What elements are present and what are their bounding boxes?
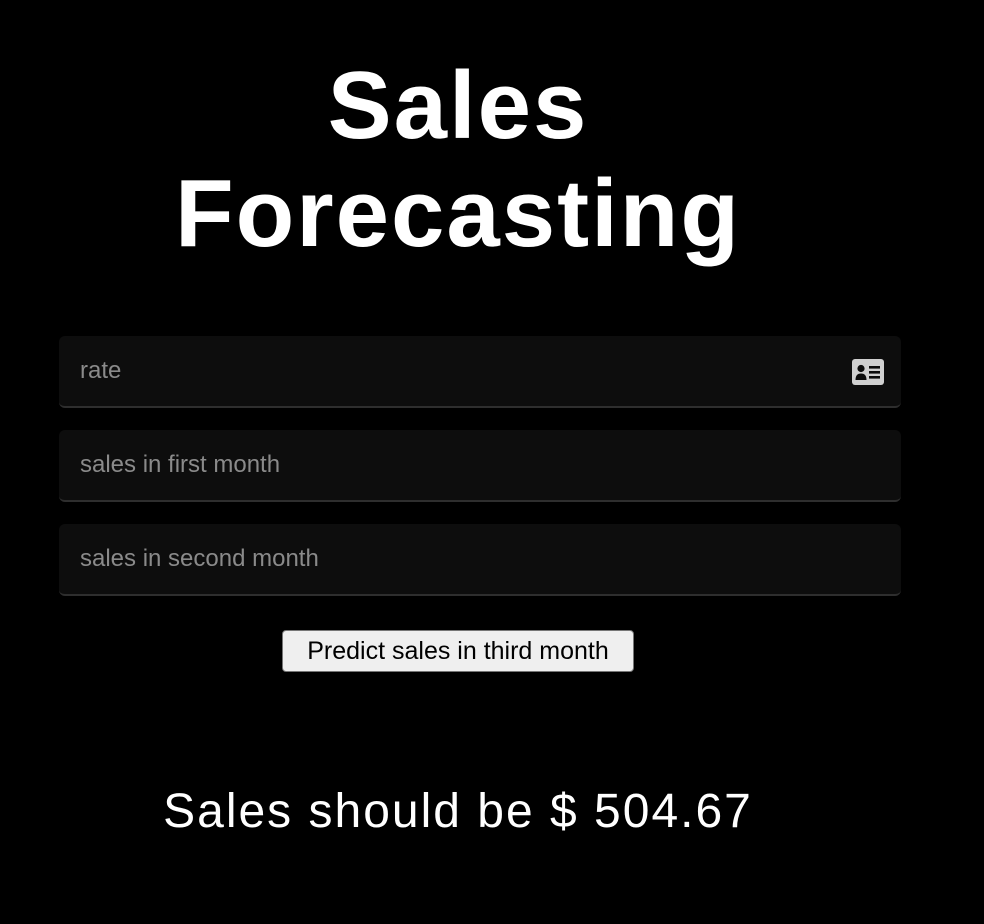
prediction-result: Sales should be $ 504.67	[163, 785, 753, 838]
page-title-line-2: Forecasting	[174, 160, 742, 267]
page-title: Sales Forecasting	[60, 52, 856, 268]
first-month-sales-input[interactable]	[59, 430, 901, 500]
second-month-sales-input[interactable]	[59, 524, 901, 594]
page-title-line-1: Sales	[327, 52, 589, 159]
contact-card-icon[interactable]	[852, 359, 884, 385]
first-month-field-wrapper	[59, 430, 901, 502]
second-month-field-wrapper	[59, 524, 901, 596]
predict-button[interactable]: Predict sales in third month	[282, 630, 634, 672]
rate-field-wrapper	[59, 336, 901, 408]
rate-input[interactable]	[59, 336, 901, 406]
